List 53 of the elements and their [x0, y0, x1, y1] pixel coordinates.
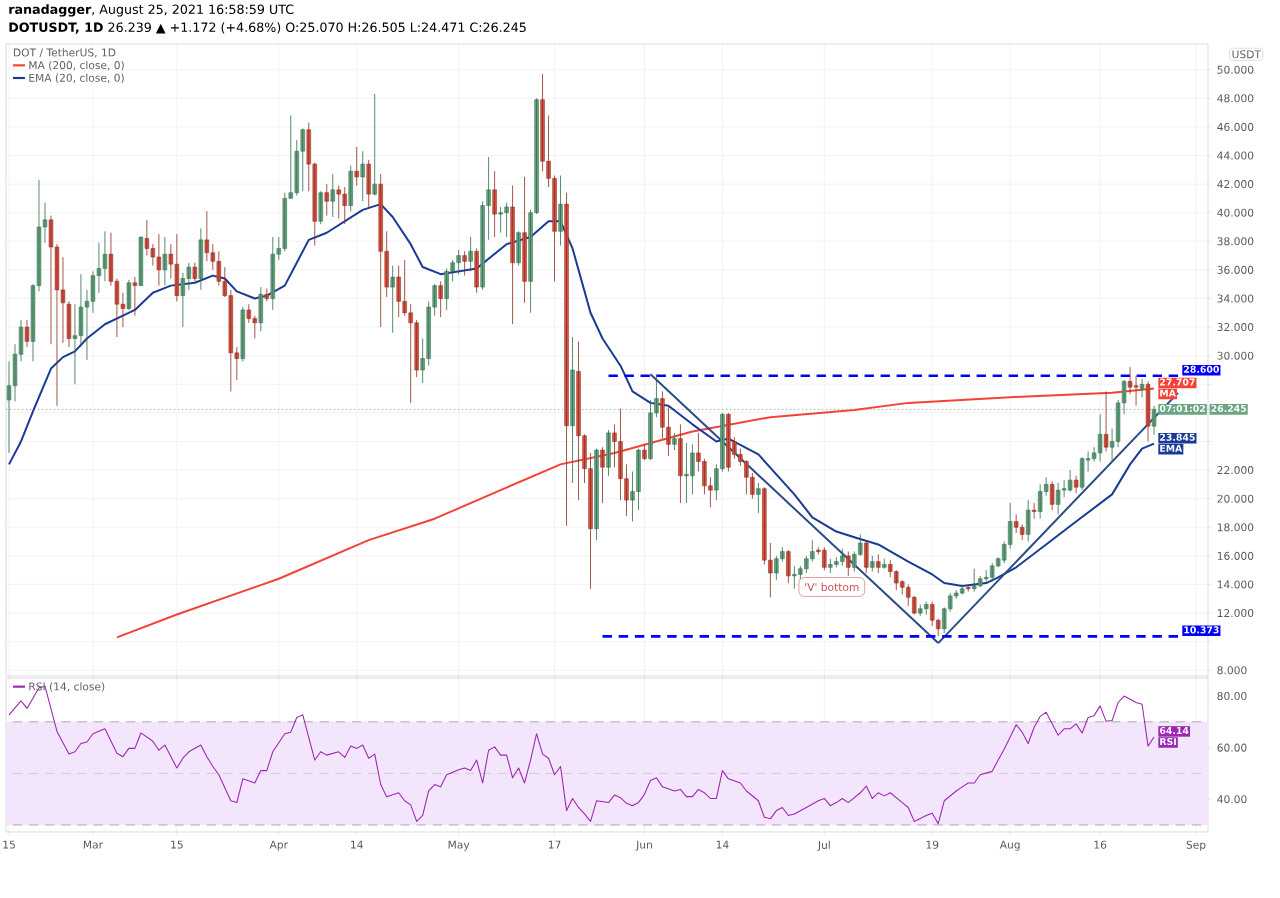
y-tick-label: 20.000 [1217, 494, 1254, 503]
y-tick-label: 38.000 [1217, 237, 1254, 246]
x-tick-label: 19 [926, 840, 939, 849]
x-tick-label: Sep [1186, 840, 1206, 851]
y-tick-label: 40.000 [1217, 208, 1254, 217]
y-tick-label: 16.000 [1217, 551, 1254, 560]
legend-label: EMA (20, close, 0) [29, 73, 124, 84]
x-tick-label: 17 [548, 840, 561, 849]
y-tick-label: 40.00 [1217, 795, 1247, 804]
annotation: 'V' bottom [805, 582, 859, 592]
y-tick-label: 36.000 [1217, 265, 1254, 274]
x-tick-label: Apr [269, 840, 289, 851]
data-label: 28.600 [1184, 365, 1219, 373]
y-tick-label: 18.000 [1217, 523, 1254, 532]
legend-label: RSI (14, close) [29, 682, 105, 692]
x-tick-label: 16 [1094, 840, 1107, 849]
y-tick-label: 42.000 [1217, 180, 1254, 189]
data-label: 10.373 [1184, 626, 1219, 634]
annotation: MA [1160, 389, 1176, 397]
x-tick-label: May [448, 840, 470, 851]
data-label: 23.845 [1160, 433, 1195, 441]
y-tick-label: 50.000 [1217, 65, 1254, 74]
legend-label: MA (200, close, 0) [29, 60, 124, 71]
y-tick-label: 12.000 [1217, 609, 1254, 618]
annotation: 07:01:02 [1159, 404, 1206, 412]
x-tick-label: Aug [999, 840, 1020, 851]
y-tick-label: 46.000 [1217, 122, 1254, 131]
chart-subtitle: DOTUSDT, 1D 26.239 ▲ +1.172 (+4.68%) O:25.070 H:26.505 L:24.471 C:26.245 [9, 22, 526, 34]
ref-line-label: 26.245 [1211, 404, 1247, 412]
y-tick-label: 22.000 [1217, 466, 1254, 475]
y-tick-label: 8.000 [1217, 666, 1247, 675]
data-label: 64.14 [1159, 726, 1189, 735]
y-tick-label: 34.000 [1217, 294, 1254, 303]
annotation: EMA [1160, 444, 1183, 452]
data-label: 27.707 [1160, 378, 1195, 386]
x-tick-label: Jul [817, 840, 830, 851]
y-tick-label: 32.000 [1217, 323, 1254, 332]
chart-title: ranadagger, August 25, 2021 16:58:59 UTC [9, 4, 294, 17]
x-tick-label: 15 [3, 840, 15, 849]
x-tick-label: Mar [83, 840, 104, 849]
x-tick-label: 15 [171, 840, 183, 849]
y-axis-title: USDT [1232, 50, 1261, 59]
y-tick-label: 48.000 [1217, 94, 1254, 103]
x-tick-label: Jun [635, 840, 652, 851]
annotation: DOT / TetherUS, 1D [13, 48, 116, 58]
y-tick-label: 60.00 [1217, 743, 1247, 752]
x-tick-label: 14 [351, 840, 363, 849]
y-tick-label: 44.000 [1217, 151, 1254, 160]
y-tick-label: 80.00 [1217, 692, 1247, 701]
x-tick-label: 14 [716, 840, 729, 849]
y-tick-label: 30.000 [1217, 351, 1254, 360]
annotation: RSI [1160, 738, 1176, 746]
y-tick-label: 14.000 [1217, 580, 1254, 589]
